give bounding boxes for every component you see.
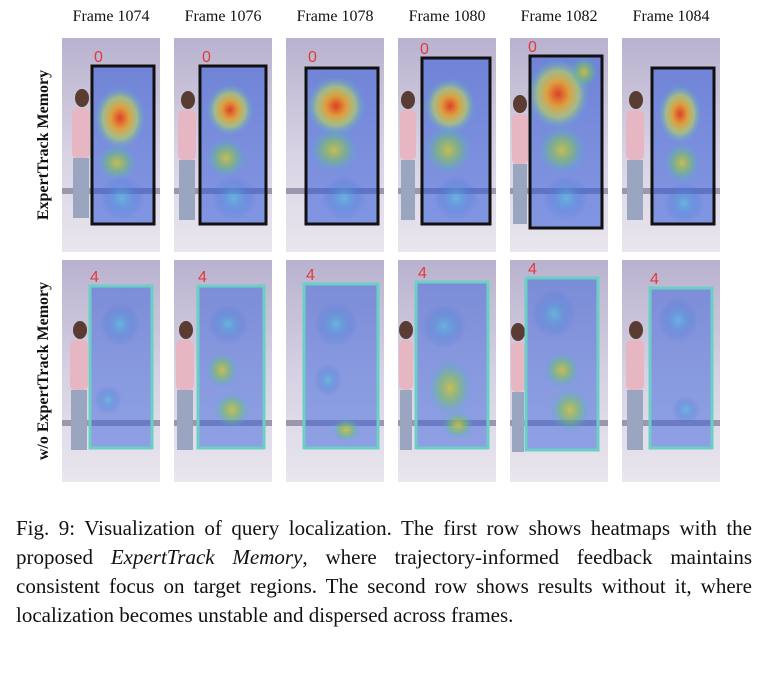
heatmap-image: 0 [174, 38, 272, 252]
column-label-frame-1084: Frame 1084 [632, 8, 710, 25]
heatmap-panel: 0 [62, 38, 160, 252]
heatmap-image: 4 [622, 260, 720, 482]
heatmap-panel: 4 [174, 260, 272, 482]
heatmap-image: 0 [510, 38, 608, 252]
heatmap-panel: 0 [286, 38, 384, 252]
heatmap-panel: 4 [622, 260, 720, 482]
heatmap-image: 4 [286, 260, 384, 482]
row-label-without-memory: w/o ExpertTrack Memory [35, 281, 53, 461]
heatmap-image [622, 38, 720, 252]
heatmap-panel: 4 [286, 260, 384, 482]
caption-emphasis: ExpertTrack Memory [110, 545, 303, 569]
heatmap-panel: 4 [398, 260, 496, 482]
heatmap-panel: 0 [510, 38, 608, 252]
query-id-label: 4 [90, 269, 99, 286]
heatmap-panel [622, 38, 720, 252]
heatmap-panel: 0 [398, 38, 496, 252]
heatmap-panel: 4 [510, 260, 608, 482]
query-id-label: 0 [420, 41, 429, 58]
heatmap-image: 4 [398, 260, 496, 482]
query-id-label: 0 [94, 49, 103, 66]
heatmap-panel: 4 [62, 260, 160, 482]
column-label-frame-1078: Frame 1078 [296, 8, 374, 25]
heatmap-image: 0 [62, 38, 160, 252]
query-id-label: 4 [528, 261, 537, 278]
query-id-label: 4 [650, 271, 659, 288]
query-id-label: 4 [198, 269, 207, 286]
heatmap-image: 4 [62, 260, 160, 482]
column-label-frame-1082: Frame 1082 [520, 8, 598, 25]
query-id-label: 4 [306, 267, 315, 284]
caption-prefix: Fig. 9: Visualization of query localizat… [16, 516, 752, 569]
heatmap-image: 4 [174, 260, 272, 482]
heatmap-image: 0 [398, 38, 496, 252]
query-id-label: 0 [202, 49, 211, 66]
heatmap-image: 4 [510, 260, 608, 482]
heatmap-image: 0 [286, 38, 384, 252]
column-label-frame-1080: Frame 1080 [408, 8, 486, 25]
column-label-frame-1074: Frame 1074 [72, 8, 150, 25]
query-id-label: 4 [418, 265, 427, 282]
query-id-label: 0 [528, 39, 537, 56]
column-label-frame-1076: Frame 1076 [184, 8, 262, 25]
row-label-with-memory: ExpertTrack Memory [35, 69, 53, 221]
caption-suffix: , where trajectory-informed feedback mai… [16, 545, 753, 627]
figure-caption: Fig. 9: Visualization of query localizat… [16, 514, 752, 630]
query-id-label: 0 [308, 49, 317, 66]
heatmap-panel: 0 [174, 38, 272, 252]
